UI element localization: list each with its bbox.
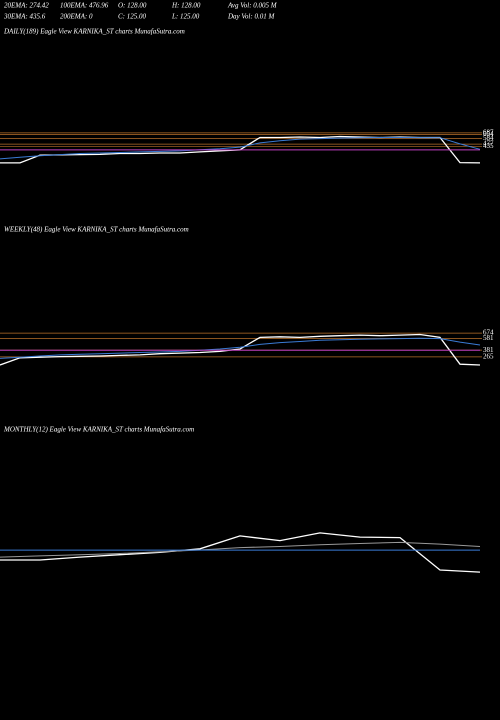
y-tick-label: 687 xyxy=(483,128,494,136)
header-stat: L: 125.00 xyxy=(171,13,200,21)
y-tick-label: 654 xyxy=(483,130,494,138)
header-stat: C: 125.00 xyxy=(118,13,147,21)
header-stat: 100EMA: 476.96 xyxy=(60,2,109,10)
header-stat: 30EMA: 435.6 xyxy=(3,13,46,21)
y-tick-label: 584 xyxy=(483,134,494,142)
y-tick-label: 674 xyxy=(483,329,494,337)
header-stat: 20EMA: 274.42 xyxy=(4,2,49,10)
panel-title: WEEKLY(48) Eagle View KARNIKA_ST charts … xyxy=(4,226,189,234)
y-tick-label: 265 xyxy=(483,353,494,361)
price-line xyxy=(0,337,481,359)
header-stat: 200EMA: 0 xyxy=(60,13,93,21)
header-stat: Day Vol: 0.01 M xyxy=(227,13,275,21)
header-stat: O: 128.00 xyxy=(118,2,147,10)
y-tick-label: 435 xyxy=(483,142,494,150)
y-tick-label: 381 xyxy=(483,346,494,354)
header-stat: H: 128.00 xyxy=(171,2,201,10)
price-line xyxy=(0,137,481,160)
y-tick-label: 477 xyxy=(483,140,494,148)
price-line xyxy=(0,333,481,366)
price-line xyxy=(0,541,481,558)
header-stat: Avg Vol: 0.005 M xyxy=(227,2,278,10)
price-line xyxy=(0,532,481,573)
panel-title: MONTHLY(12) Eagle View KARNIKA_ST charts… xyxy=(3,426,194,434)
panel-title: DAILY(189) Eagle View KARNIKA_ST charts … xyxy=(3,28,185,36)
y-tick-label: 581 xyxy=(483,334,494,342)
